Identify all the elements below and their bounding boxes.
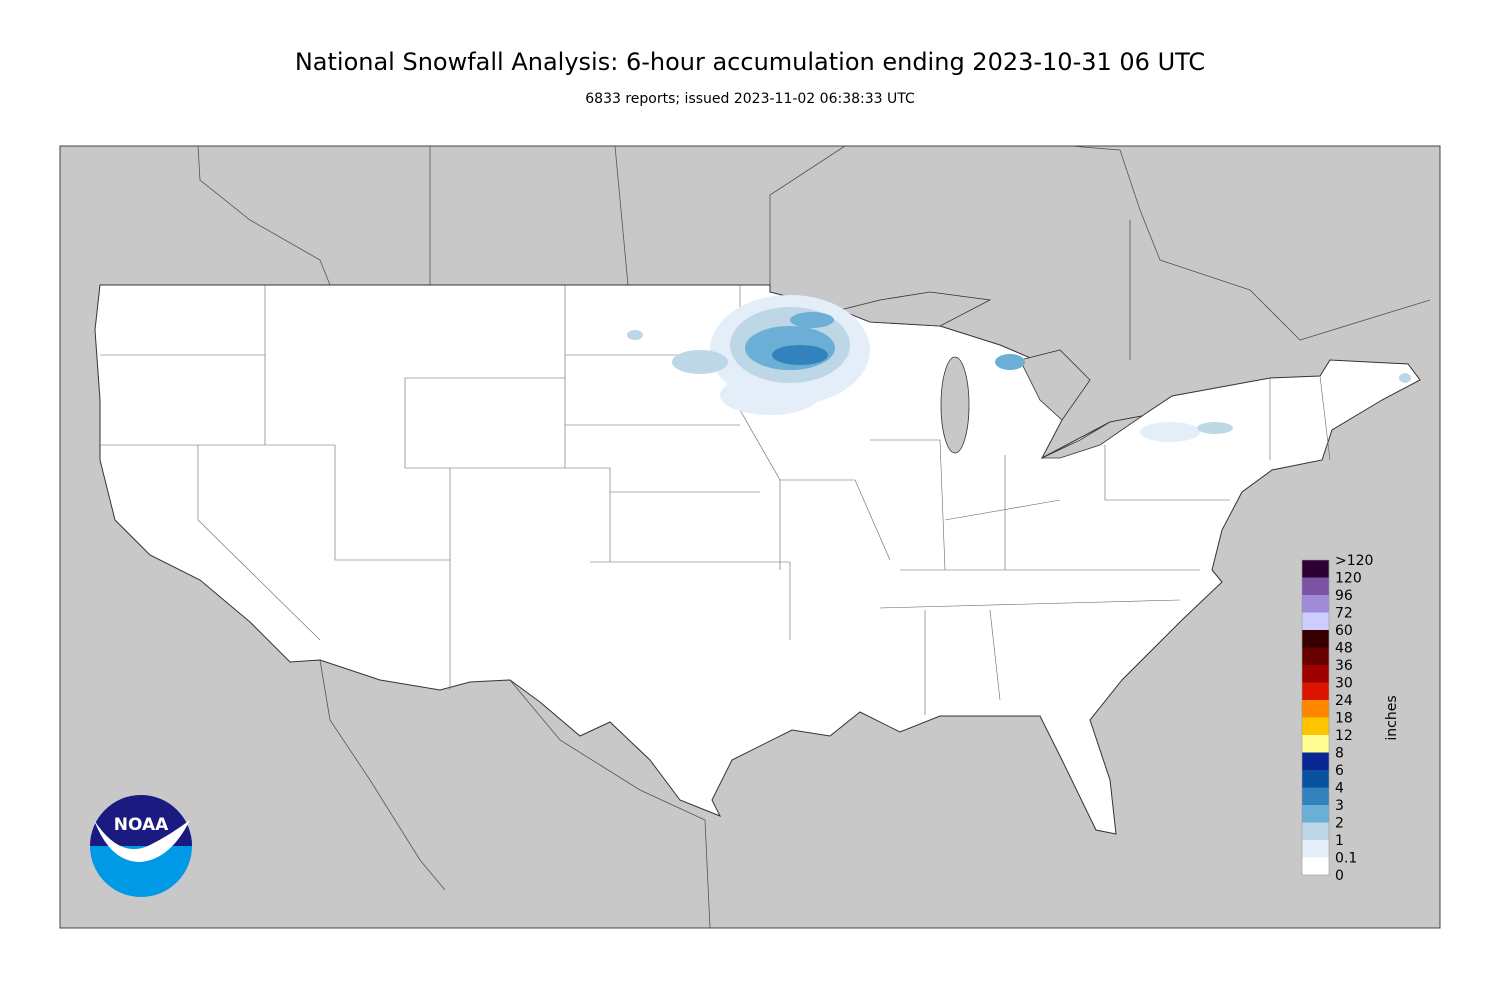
snow-area xyxy=(627,330,643,340)
legend-swatch xyxy=(1302,560,1329,578)
subtitle: 6833 reports; issued 2023-11-02 06:38:33… xyxy=(585,91,915,107)
snow-area xyxy=(995,354,1025,370)
legend-swatch xyxy=(1302,805,1329,823)
legend-swatch xyxy=(1302,735,1329,753)
legend-label: 3 xyxy=(1335,798,1344,814)
legend-label: 0.1 xyxy=(1335,851,1357,867)
legend-label: 96 xyxy=(1335,588,1353,604)
snow-area xyxy=(1399,373,1411,383)
legend-label: 72 xyxy=(1335,606,1353,622)
snow-area xyxy=(1140,422,1200,442)
legend-label: 2 xyxy=(1335,816,1344,832)
legend-label: 60 xyxy=(1335,623,1353,639)
legend-label: 24 xyxy=(1335,693,1353,709)
logo-text: NOAA xyxy=(114,815,169,835)
legend-label: 4 xyxy=(1335,781,1344,797)
legend-swatch xyxy=(1302,613,1329,631)
title: National Snowfall Analysis: 6-hour accum… xyxy=(295,48,1205,76)
snow-area xyxy=(790,312,834,328)
noaa-logo: NOAA xyxy=(90,795,192,897)
legend-unit: inches xyxy=(1384,695,1400,740)
snow-area xyxy=(1197,422,1233,434)
legend-label: >120 xyxy=(1335,553,1373,569)
legend-swatch xyxy=(1302,718,1329,736)
snow-area xyxy=(772,345,828,365)
snow-area xyxy=(672,350,728,374)
legend-swatch xyxy=(1302,595,1329,613)
legend-swatch xyxy=(1302,770,1329,788)
legend-label: 120 xyxy=(1335,571,1362,587)
legend-swatch xyxy=(1302,648,1329,666)
legend-label: 12 xyxy=(1335,728,1353,744)
legend-swatch xyxy=(1302,630,1329,648)
map-area xyxy=(60,146,1440,928)
legend-label: 0 xyxy=(1335,868,1344,884)
legend-label: 48 xyxy=(1335,641,1353,657)
legend-swatch xyxy=(1302,683,1329,701)
legend-swatch xyxy=(1302,753,1329,771)
legend-label: 36 xyxy=(1335,658,1353,674)
legend-swatch xyxy=(1302,578,1329,596)
legend-swatch xyxy=(1302,788,1329,806)
legend-swatch xyxy=(1302,858,1329,876)
legend-swatch xyxy=(1302,665,1329,683)
legend-label: 18 xyxy=(1335,711,1353,727)
legend-label: 1 xyxy=(1335,833,1344,849)
legend-swatch xyxy=(1302,823,1329,841)
legend-swatch xyxy=(1302,840,1329,858)
legend-label: 30 xyxy=(1335,676,1353,692)
legend-label: 6 xyxy=(1335,763,1344,779)
legend-label: 8 xyxy=(1335,746,1344,762)
legend-swatch xyxy=(1302,700,1329,718)
